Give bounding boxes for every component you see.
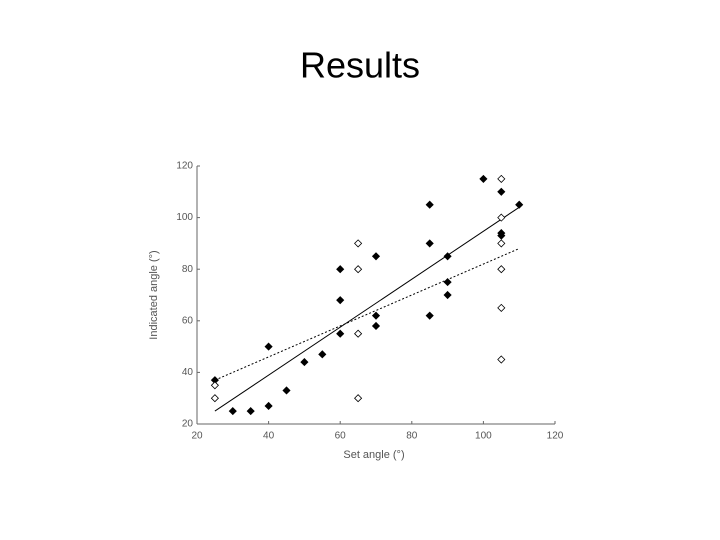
y-axis-label: Indicated angle (°): [148, 250, 160, 339]
y-tick-label: 40: [182, 367, 194, 378]
y-tick-label: 120: [176, 161, 193, 172]
trend-line: [214, 248, 520, 381]
x-tick-label: 40: [263, 431, 275, 442]
filled-point: [336, 296, 345, 305]
y-tick-label: 20: [182, 419, 194, 430]
y-tick-label: 60: [182, 315, 194, 326]
open-point: [497, 213, 506, 222]
filled-point: [497, 187, 506, 196]
x-tick-label: 80: [406, 431, 418, 442]
open-point: [354, 394, 363, 403]
slide-title: Results: [300, 45, 420, 86]
filled-point: [443, 290, 452, 300]
filled-point: [246, 407, 255, 416]
x-tick-label: 20: [191, 431, 203, 442]
filled-point: [264, 401, 273, 411]
filled-point: [371, 252, 381, 261]
filled-point: [336, 329, 345, 338]
open-point: [210, 394, 219, 403]
trend-line: [214, 206, 520, 412]
open-point: [354, 265, 363, 274]
filled-point: [497, 231, 506, 240]
filled-point: [371, 321, 381, 331]
filled-point: [228, 407, 237, 416]
x-tick-label: 120: [547, 431, 564, 442]
filled-point: [371, 311, 381, 320]
open-point: [497, 265, 506, 274]
open-point: [354, 239, 363, 248]
filled-point: [515, 200, 524, 209]
filled-point: [425, 200, 434, 209]
filled-point: [425, 239, 434, 248]
y-tick-label: 100: [176, 212, 193, 223]
open-point: [497, 303, 506, 312]
filled-point: [318, 350, 327, 359]
filled-point: [336, 265, 345, 274]
filled-point: [443, 278, 452, 287]
y-tick-label: 80: [182, 264, 194, 275]
open-point: [497, 239, 506, 248]
filled-point: [479, 174, 488, 183]
filled-point: [282, 386, 291, 395]
x-tick-label: 60: [335, 431, 347, 442]
filled-point: [443, 252, 452, 261]
open-point: [497, 355, 506, 364]
open-point: [497, 174, 506, 183]
filled-point: [264, 342, 273, 351]
x-tick-label: 100: [475, 431, 492, 442]
x-axis-label: Set angle (°): [343, 449, 404, 461]
open-point: [210, 381, 219, 390]
open-point: [354, 329, 363, 338]
filled-point: [425, 311, 434, 320]
filled-point: [300, 358, 309, 367]
